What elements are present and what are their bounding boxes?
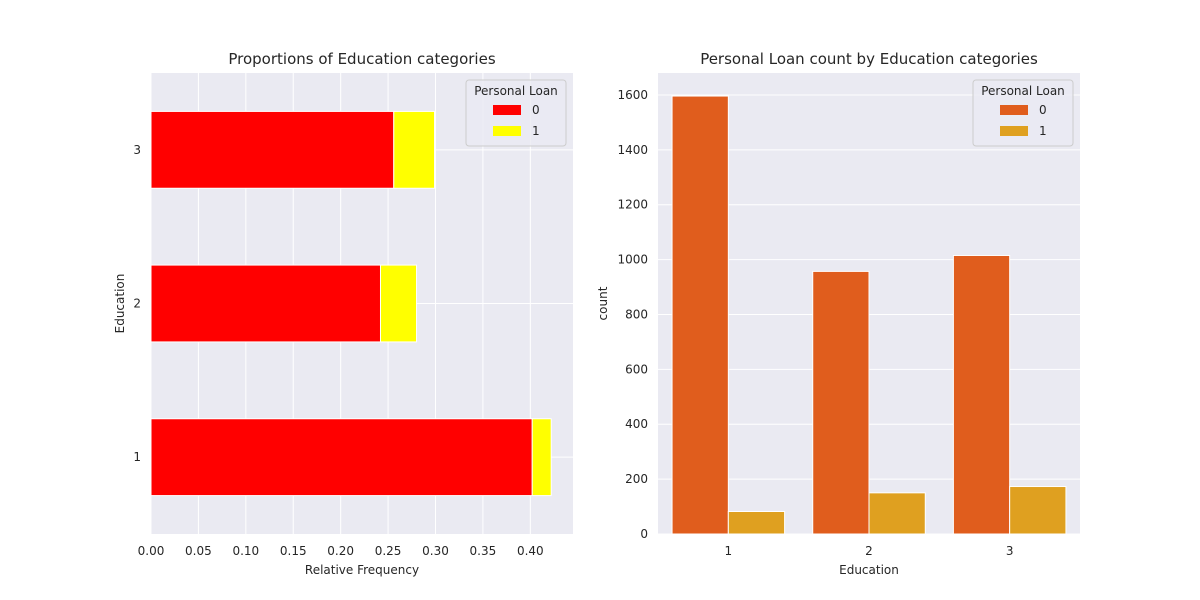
x-axis-label: Relative Frequency bbox=[305, 563, 419, 577]
bar-education-2-loan-1 bbox=[868, 492, 926, 535]
chart-education-proportions: 0.00 0.05 0.10 0.15 0.20 0.25 0.30 0.35 0.40 1 2 3… bbox=[113, 50, 573, 577]
bar-education-3-loan-1 bbox=[1009, 486, 1067, 535]
y-tick-label: 600 bbox=[625, 362, 648, 376]
bars bbox=[671, 95, 1067, 535]
y-tick-label: 1200 bbox=[617, 198, 648, 212]
x-tick-label: 0.10 bbox=[232, 544, 259, 558]
legend-swatch bbox=[493, 126, 521, 136]
y-axis-label: Education bbox=[113, 274, 127, 334]
y-axis-label: count bbox=[596, 286, 610, 320]
legend-title: Personal Loan bbox=[474, 84, 558, 98]
legend-swatch bbox=[493, 105, 521, 115]
chart-title: Personal Loan count by Education categor… bbox=[700, 50, 1038, 68]
legend-title: Personal Loan bbox=[981, 84, 1065, 98]
x-tick-label: 0.00 bbox=[138, 544, 165, 558]
bar-education-1-loan-1 bbox=[727, 510, 786, 535]
legend-label: 0 bbox=[532, 103, 540, 117]
y-tick-labels: 1 2 3 bbox=[133, 143, 141, 464]
bar-education-2-loan-1 bbox=[379, 264, 418, 343]
x-tick-label: 0.40 bbox=[517, 544, 544, 558]
legend-swatch bbox=[1000, 126, 1028, 136]
y-tick-label: 200 bbox=[625, 472, 648, 486]
x-tick-label: 2 bbox=[865, 544, 873, 558]
chart-loan-count: 1 2 3 0 200 400 600 800 1000 1200 1400 1600 Person… bbox=[596, 50, 1080, 577]
legend-label: 0 bbox=[1039, 103, 1047, 117]
x-tick-label: 1 bbox=[725, 544, 733, 558]
bar-education-3-loan-0 bbox=[952, 254, 1011, 535]
bar-education-2-loan-0 bbox=[150, 264, 381, 343]
y-tick-labels: 0 200 400 600 800 1000 1200 1400 1600 bbox=[617, 88, 648, 541]
legend-label: 1 bbox=[532, 124, 540, 138]
y-tick-label: 0 bbox=[640, 527, 648, 541]
x-tick-label: 0.05 bbox=[185, 544, 212, 558]
legend-swatch bbox=[1000, 105, 1028, 115]
y-tick-label: 1000 bbox=[617, 253, 648, 267]
x-tick-labels: 0.00 0.05 0.10 0.15 0.20 0.25 0.30 0.35 0.40 bbox=[138, 544, 544, 558]
bar-education-2-loan-0 bbox=[812, 270, 870, 535]
legend: Personal Loan 0 1 bbox=[465, 79, 567, 147]
x-tick-label: 0.20 bbox=[327, 544, 354, 558]
y-tick-label: 800 bbox=[625, 307, 648, 321]
x-tick-label: 0.30 bbox=[422, 544, 449, 558]
x-tick-label: 0.15 bbox=[280, 544, 307, 558]
bars bbox=[150, 110, 552, 497]
x-tick-label: 0.35 bbox=[470, 544, 497, 558]
y-tick-label: 1 bbox=[133, 450, 141, 464]
bar-education-3-loan-1 bbox=[393, 110, 436, 189]
legend: Personal Loan 0 1 bbox=[972, 79, 1074, 147]
y-tick-label: 400 bbox=[625, 417, 648, 431]
bar-education-1-loan-0 bbox=[150, 418, 533, 497]
bar-education-3-loan-0 bbox=[150, 110, 395, 189]
x-tick-label: 3 bbox=[1006, 544, 1014, 558]
chart-title: Proportions of Education categories bbox=[228, 50, 495, 68]
y-tick-label: 1400 bbox=[617, 143, 648, 157]
y-tick-label: 1600 bbox=[617, 88, 648, 102]
y-tick-label: 3 bbox=[133, 143, 141, 157]
x-tick-labels: 1 2 3 bbox=[725, 544, 1014, 558]
legend-label: 1 bbox=[1039, 124, 1047, 138]
bar-education-1-loan-1 bbox=[531, 418, 552, 497]
bar-education-1-loan-0 bbox=[671, 95, 729, 535]
y-tick-label: 2 bbox=[133, 297, 141, 311]
x-axis-label: Education bbox=[839, 563, 899, 577]
x-tick-label: 0.25 bbox=[375, 544, 402, 558]
